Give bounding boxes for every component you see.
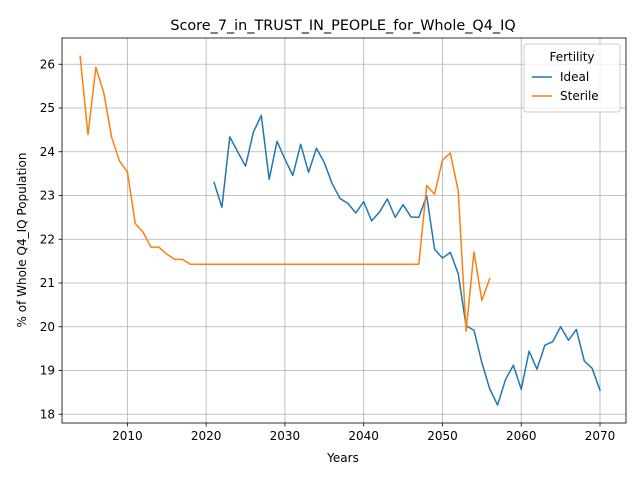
x-tick-label: 2040 [348,429,379,443]
y-tick-label: 21 [40,276,55,290]
chart-title: Score_7_in_TRUST_IN_PEOPLE_for_Whole_Q4_… [170,18,515,34]
series-lines [79,55,601,406]
series-line-ideal [213,114,601,406]
x-tick-label: 2030 [270,429,301,443]
legend-label-sterile: Sterile [560,89,599,103]
y-tick-label: 24 [40,145,55,159]
legend-label-ideal: Ideal [560,70,589,84]
plot-frame [61,37,627,424]
y-tick-label: 18 [40,407,55,421]
y-tick-label: 25 [40,101,55,115]
y-tick-label: 19 [40,364,55,378]
legend: Fertility Ideal Sterile [523,43,621,113]
y-tick-label: 20 [40,320,55,334]
y-tick-label: 23 [40,189,55,203]
legend-title: Fertility [549,50,594,64]
series-line-sterile [79,55,491,332]
x-tick-label: 2050 [427,429,458,443]
y-tick-label: 26 [40,57,55,71]
x-tick-label: 2010 [112,429,143,443]
grid [62,38,626,423]
x-tick-label: 2020 [191,429,222,443]
x-tick-label: 2070 [585,429,616,443]
x-axis-label: Years [326,451,359,465]
x-tick-label: 2060 [506,429,537,443]
y-tick-label: 22 [40,232,55,246]
legend-box [523,43,621,113]
y-axis-label: % of Whole Q4_IQ Population [15,153,29,328]
axis-ticks: 2010 2020 2030 2040 2050 2060 2070 18 19 20 21 22 23… [40,57,616,443]
